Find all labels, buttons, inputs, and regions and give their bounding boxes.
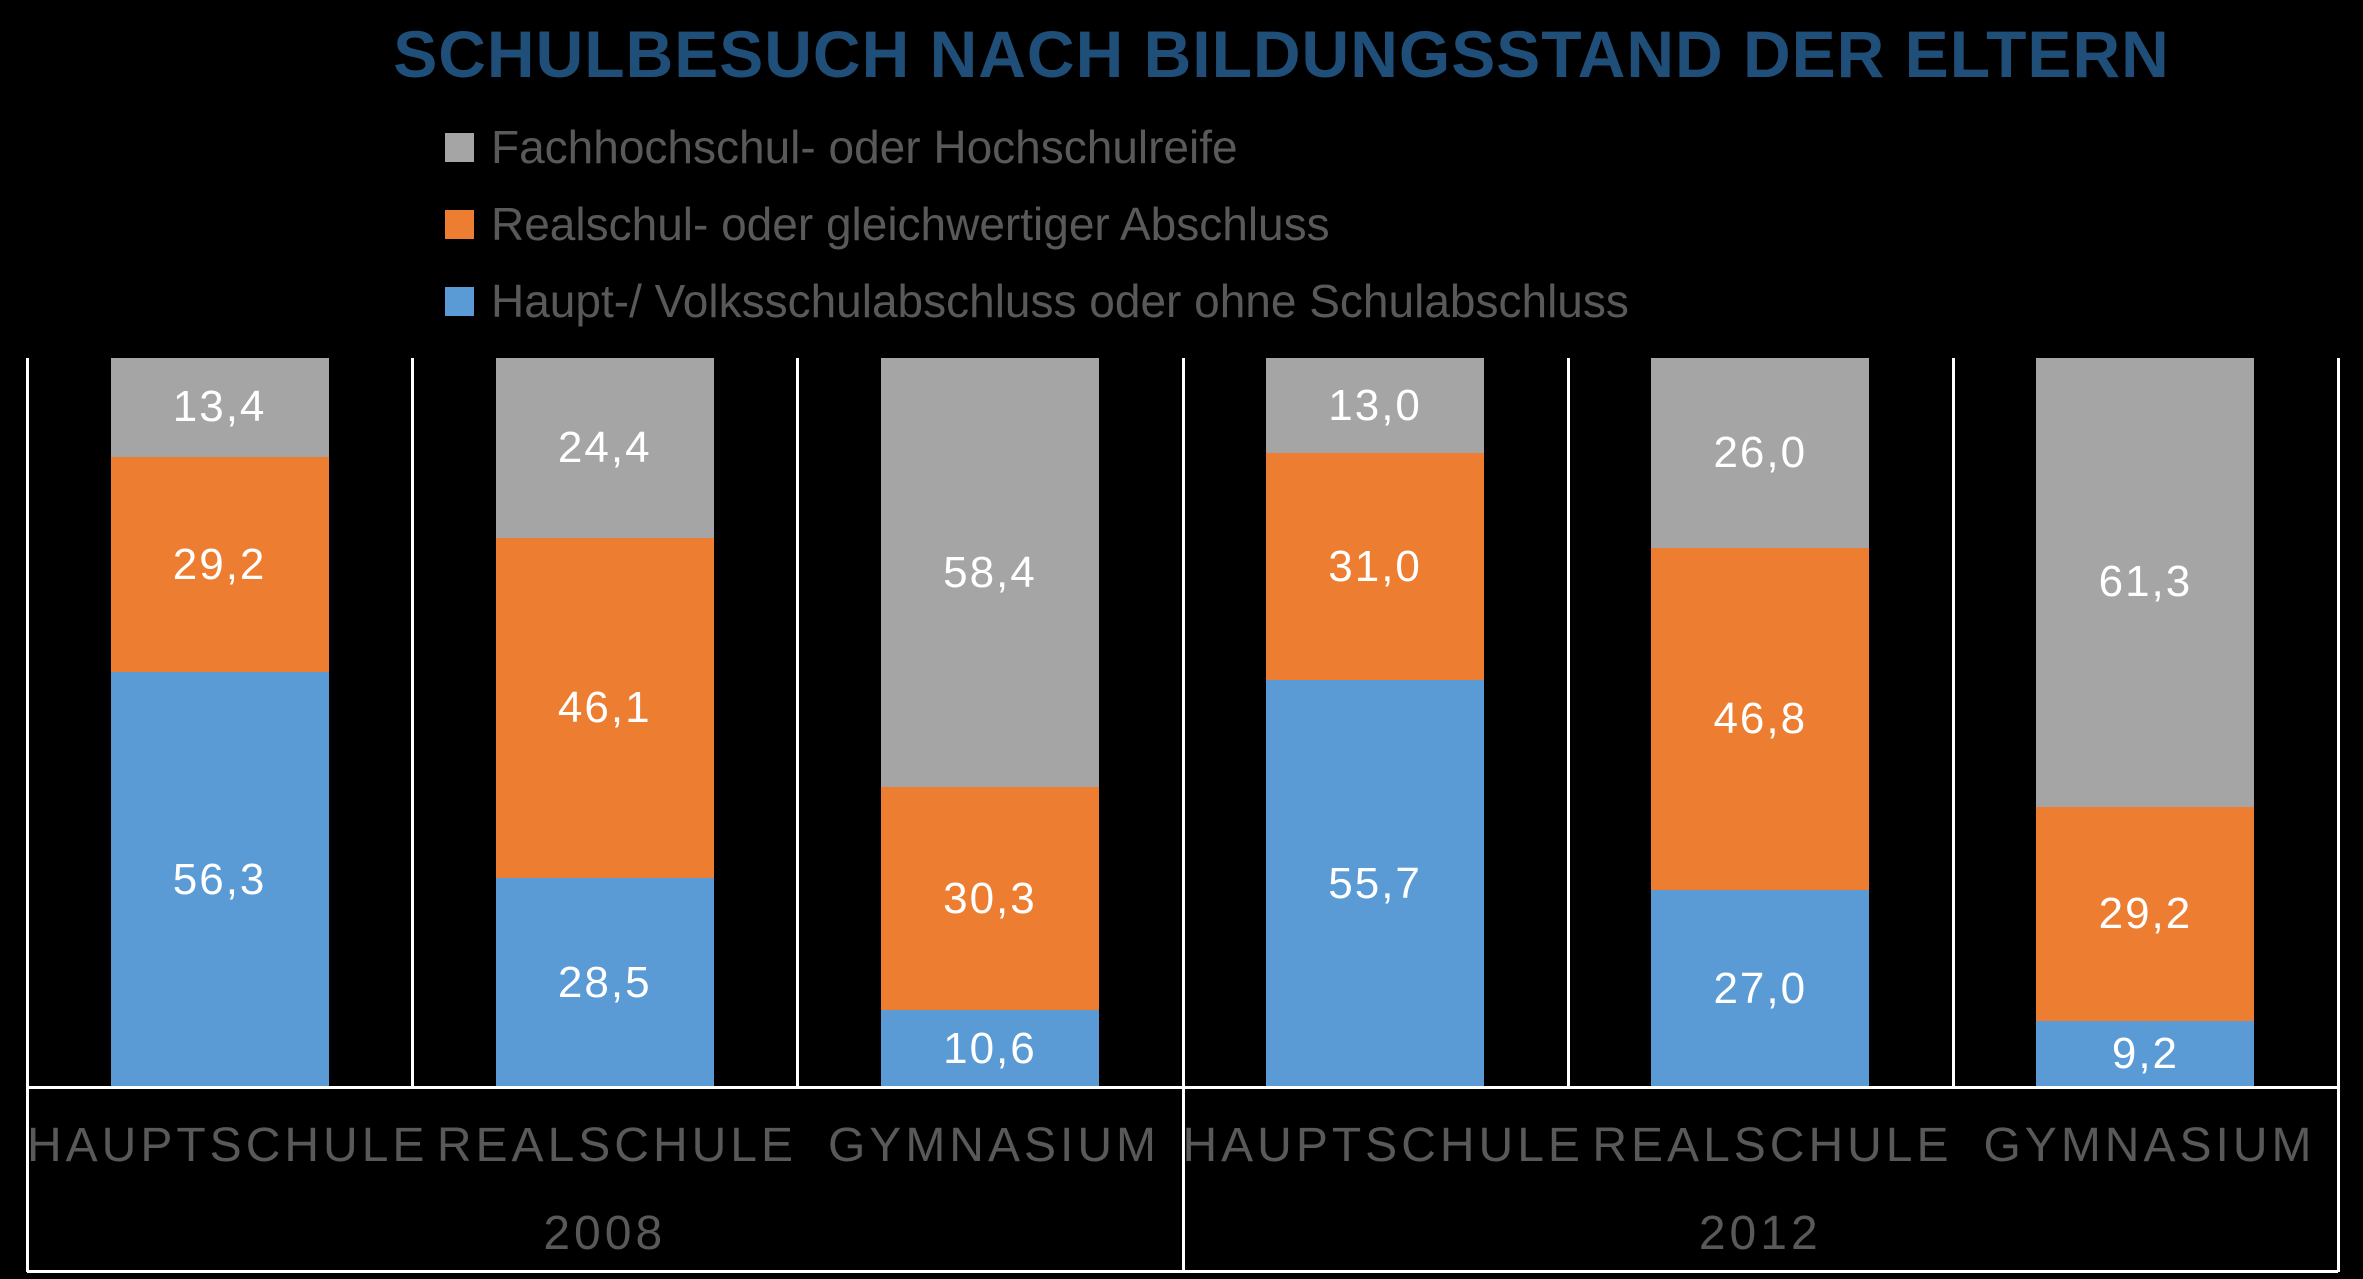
category-label: HAUPTSCHULE	[1182, 1119, 1584, 1172]
category-label: REALSCHULE	[1592, 1119, 1953, 1172]
separator-line	[1181, 358, 1185, 1272]
legend-item: Haupt-/ Volksschulabschluss oder ohne Sc…	[445, 278, 1629, 324]
data-label: 26,0	[1713, 428, 1808, 478]
bar-segment: 13,4	[110, 358, 329, 457]
stacked-bar: 58,4 30,3 10,6	[880, 358, 1099, 1088]
data-label: 46,1	[557, 682, 652, 732]
stacked-bar: 24,4 46,1 28,5	[495, 358, 714, 1088]
category-label: REALSCHULE	[436, 1119, 797, 1172]
legend-swatch-icon	[445, 209, 474, 239]
group-axis: 2008 2012	[27, 1210, 2338, 1258]
bar-segment: 58,4	[880, 358, 1099, 788]
legend-label: Realschul- oder gleichwertiger Abschluss	[491, 198, 1330, 250]
bar-segment: 55,7	[1266, 680, 1485, 1088]
data-label: 46,8	[1713, 694, 1808, 744]
legend-label: Fachhochschul- oder Hochschulreife	[491, 121, 1238, 173]
bar-segment: 27,0	[1651, 890, 1870, 1088]
legend: Fachhochschul- oder Hochschulreife Realsc…	[445, 124, 1629, 324]
bar-segment: 61,3	[2036, 358, 2255, 807]
bar-segment: 31,0	[1266, 453, 1485, 681]
bar-segment: 10,6	[880, 1010, 1099, 1088]
bar-segment: 9,2	[2036, 1020, 2255, 1088]
data-label: 29,2	[2098, 888, 2193, 938]
separator-line	[411, 358, 415, 1088]
category-slot: 26,0 46,8 27,0	[1568, 358, 1953, 1088]
separator-line	[1566, 358, 1570, 1088]
bar-segment: 29,2	[110, 456, 329, 673]
bar-segment: 56,3	[110, 672, 329, 1088]
data-label: 29,2	[172, 539, 267, 589]
separator-line	[2337, 358, 2340, 1272]
bar-segment: 29,2	[2036, 806, 2255, 1021]
separator-line	[1951, 358, 1955, 1088]
category-slot: 58,4 30,3 10,6	[797, 358, 1182, 1088]
bar-segment: 46,1	[495, 537, 714, 878]
data-label: 31,0	[1328, 541, 1422, 591]
data-label: 28,5	[557, 957, 652, 1007]
stacked-bar: 61,3 29,2 9,2	[2036, 358, 2255, 1088]
data-label: 13,4	[172, 382, 267, 432]
data-label: 9,2	[2111, 1029, 2180, 1079]
data-label: 24,4	[557, 422, 652, 472]
bar-segment: 30,3	[880, 787, 1099, 1011]
category-label: GYMNASIUM	[827, 1119, 1160, 1172]
data-label: 30,3	[943, 873, 1037, 923]
data-label: 27,0	[1713, 964, 1808, 1014]
category-label: HAUPTSCHULE	[27, 1119, 429, 1172]
category-slot: 13,0 31,0 55,7	[1183, 358, 1568, 1088]
stacked-bar: 13,4 29,2 56,3	[110, 358, 329, 1088]
category-slot: 13,4 29,2 56,3	[27, 358, 412, 1088]
category-label: GYMNASIUM	[1983, 1119, 2316, 1172]
separator-line	[796, 358, 800, 1088]
data-label: 55,7	[1328, 859, 1422, 909]
x-axis-line	[27, 1086, 2338, 1089]
group-label: 2012	[1698, 1207, 1822, 1260]
stacked-bar: 26,0 46,8 27,0	[1651, 358, 1870, 1088]
legend-item: Realschul- oder gleichwertiger Abschluss	[445, 201, 1629, 247]
separator-line	[26, 358, 29, 1272]
plot-area: 13,4 29,2 56,3 24,4 46,1 28,5 58,4 30,3 10,6 13,0…	[27, 358, 2338, 1088]
legend-swatch-icon	[445, 132, 474, 162]
axis-bottom-line	[27, 1270, 2338, 1273]
group-label: 2008	[543, 1207, 667, 1260]
data-label: 58,4	[943, 547, 1037, 597]
stacked-bar: 13,0 31,0 55,7	[1266, 358, 1485, 1088]
chart-title: SCHULBESUCH NACH BILDUNGSSTAND DER ELTER…	[393, 17, 2170, 91]
data-label: 10,6	[943, 1024, 1037, 1073]
category-axis: HAUPTSCHULE REALSCHULE GYMNASIUM HAUPTSCHUL…	[27, 1122, 2338, 1170]
data-label: 61,3	[2098, 557, 2193, 607]
bar-segment: 26,0	[1651, 358, 1870, 549]
legend-swatch-icon	[445, 286, 474, 316]
bar-segment: 46,8	[1651, 548, 1870, 891]
category-slot: 61,3 29,2 9,2	[1953, 358, 2338, 1088]
data-label: 56,3	[172, 855, 267, 905]
category-slot: 24,4 46,1 28,5	[412, 358, 797, 1088]
bar-segment: 24,4	[495, 358, 714, 538]
data-label: 13,0	[1328, 380, 1422, 430]
bar-segment: 13,0	[1266, 358, 1485, 454]
legend-label: Haupt-/ Volksschulabschluss oder ohne Sc…	[491, 275, 1629, 327]
legend-item: Fachhochschul- oder Hochschulreife	[445, 124, 1629, 170]
bar-segment: 28,5	[495, 877, 714, 1088]
